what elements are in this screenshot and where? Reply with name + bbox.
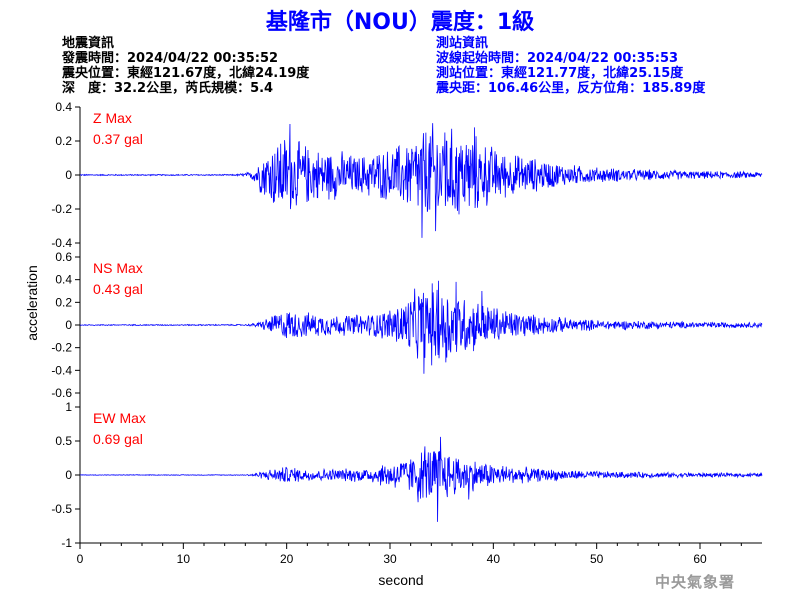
y-tick-label: 0	[65, 318, 72, 332]
waveform-z	[79, 123, 763, 238]
x-tick-label: 60	[693, 552, 707, 566]
y-tick-label: -0.4	[51, 236, 72, 250]
component-label: Z Max	[93, 110, 132, 126]
component-label: EW Max	[93, 410, 146, 426]
depth-magnitude: 深 度：32.2公里，芮氏規模：5.4	[62, 81, 274, 96]
y-tick-label: -1	[61, 536, 72, 550]
waveform-ns	[79, 280, 763, 374]
wave-start-time: 波線起始時間：2024/04/22 00:35:53	[436, 51, 679, 66]
y-tick-label: 0	[65, 468, 72, 482]
y-tick-label: 0	[65, 168, 72, 182]
y-tick-label: 0.2	[55, 295, 72, 309]
x-tick-label: 20	[280, 552, 294, 566]
max-value-label: 0.43 gal	[93, 281, 143, 297]
y-tick-label: -0.2	[51, 341, 72, 355]
waveform-ew	[79, 436, 763, 522]
max-value-label: 0.37 gal	[93, 131, 143, 147]
max-value-label: 0.69 gal	[93, 431, 143, 447]
y-axis-title: acceleration	[24, 265, 40, 341]
x-tick-label: 0	[77, 552, 84, 566]
epicentral-distance: 震央距：106.46公里，反方位角：185.89度	[436, 81, 706, 96]
y-tick-label: -0.6	[51, 386, 72, 400]
y-tick-label: 1	[65, 400, 72, 414]
event-info: 地震資訊 發震時間：2024/04/22 00:35:52 震央位置：東經121…	[62, 36, 309, 96]
epicenter-location: 震央位置：東經121.67度，北緯24.19度	[62, 66, 310, 81]
y-tick-label: -0.5	[51, 502, 72, 516]
origin-time: 發震時間：2024/04/22 00:35:52	[62, 51, 279, 66]
y-tick-label: 0.6	[55, 250, 72, 264]
component-label: NS Max	[93, 260, 143, 276]
agency-watermark: 中央氣象署	[655, 573, 736, 591]
x-tick-label: 40	[487, 552, 501, 566]
station-info: 測站資訊 波線起始時間：2024/04/22 00:35:53 測站位置：東經1…	[436, 36, 705, 96]
y-tick-label: 0.2	[55, 134, 72, 148]
x-axis-title: second	[378, 572, 423, 588]
station-location: 測站位置：東經121.77度，北緯25.15度	[436, 66, 684, 81]
y-tick-label: 0.4	[55, 100, 72, 114]
x-tick-label: 50	[590, 552, 604, 566]
chart-title: 基隆市（NOU）震度：1級	[265, 10, 535, 35]
y-tick-label: -0.2	[51, 202, 72, 216]
y-tick-label: 0.5	[55, 434, 72, 448]
event-info-heading: 地震資訊	[62, 36, 115, 51]
x-tick-label: 10	[177, 552, 191, 566]
y-tick-label: 0.4	[55, 273, 72, 287]
y-tick-label: -0.4	[51, 363, 72, 377]
station-info-heading: 測站資訊	[436, 36, 489, 51]
x-tick-label: 30	[383, 552, 397, 566]
